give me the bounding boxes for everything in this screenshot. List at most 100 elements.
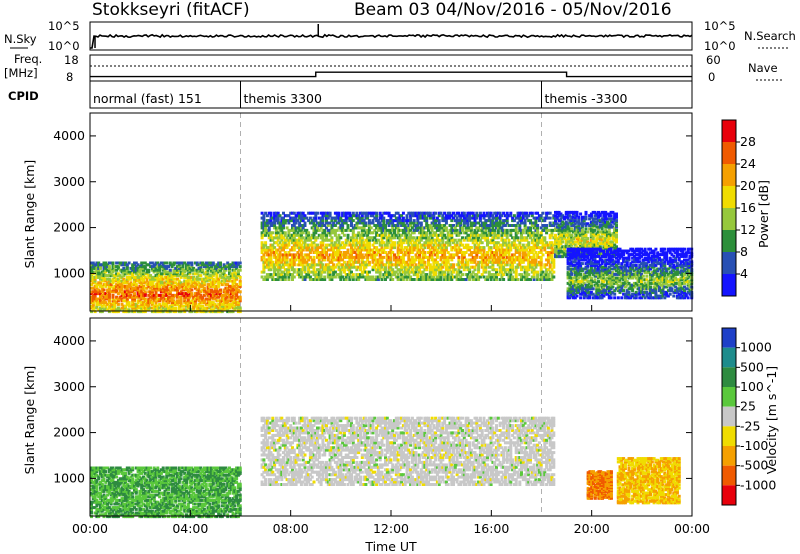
power-cell	[398, 233, 402, 237]
power-cell	[373, 211, 377, 215]
power-cell	[301, 260, 305, 264]
power-cell	[163, 297, 167, 301]
power-cell	[346, 263, 350, 267]
power-cell	[224, 306, 228, 310]
power-cell	[536, 253, 540, 257]
power-cell	[521, 238, 525, 242]
power-cell	[516, 238, 520, 242]
power-cell	[125, 265, 129, 269]
power-cell	[181, 265, 185, 269]
power-cell	[509, 278, 513, 281]
power-cell	[496, 246, 500, 250]
power-cell	[496, 248, 500, 252]
power-cell	[271, 224, 275, 227]
power-cell	[220, 293, 224, 297]
power-cell	[421, 260, 425, 264]
power-cell	[461, 236, 464, 240]
power-cell	[425, 278, 429, 281]
power-cell	[226, 299, 230, 303]
power-cell	[523, 258, 527, 262]
power-cell	[357, 231, 361, 235]
power-cell	[546, 211, 550, 215]
power-cell	[262, 228, 266, 232]
power-cell	[539, 263, 543, 267]
power-cell	[580, 225, 584, 229]
power-cell	[373, 236, 377, 240]
power-cell	[475, 233, 479, 237]
power-cell	[161, 286, 165, 290]
power-cell	[326, 216, 330, 220]
power-cell	[425, 233, 429, 237]
power-cell	[337, 265, 341, 269]
power-cell	[193, 302, 197, 306]
power-cell	[190, 310, 194, 314]
power-cell	[427, 246, 430, 250]
power-cell	[423, 275, 427, 279]
power-cell	[409, 278, 413, 281]
power-cell	[572, 215, 575, 219]
power-cell	[452, 238, 455, 242]
power-cell	[557, 242, 561, 245]
power-cell	[588, 217, 592, 221]
power-cell	[305, 231, 309, 235]
power-cell	[405, 251, 409, 254]
power-cell	[401, 258, 405, 262]
power-cell	[125, 263, 129, 267]
power-cell	[563, 246, 566, 250]
power-cell	[550, 255, 554, 259]
power-cell	[437, 275, 441, 279]
power-cell	[570, 233, 574, 237]
power-cell	[457, 248, 461, 252]
power-cell	[222, 301, 226, 305]
power-cell	[543, 248, 547, 252]
power-cell	[554, 250, 557, 254]
power-cell	[154, 268, 158, 272]
power-cell	[113, 288, 117, 292]
power-cell	[213, 288, 217, 292]
power-cell	[384, 270, 387, 274]
power-cell	[539, 255, 543, 259]
power-cell	[265, 251, 269, 254]
power-cell	[502, 241, 506, 245]
power-cell	[489, 231, 493, 235]
power-cell	[410, 258, 414, 262]
power-cell	[577, 238, 581, 242]
power-cell	[375, 238, 379, 242]
power-cell	[307, 233, 311, 237]
power-cell	[127, 302, 131, 306]
power-cell	[461, 260, 464, 264]
freq-tick-low: 8	[66, 70, 73, 84]
power-cell	[495, 260, 498, 264]
power-cell	[580, 230, 584, 234]
power-cell	[405, 260, 409, 264]
power-cell	[339, 243, 343, 247]
power-cell	[387, 270, 391, 274]
power-cell	[486, 241, 489, 245]
power-cell	[292, 260, 296, 264]
power-cell	[534, 260, 538, 264]
power-cell	[140, 265, 144, 269]
power-cell	[185, 302, 188, 306]
power-cell	[409, 233, 413, 237]
power-cell	[142, 288, 145, 292]
power-cell	[534, 263, 538, 267]
power-cell	[274, 226, 278, 230]
power-cell	[428, 243, 432, 247]
power-cell	[525, 231, 529, 235]
power-cell	[591, 217, 595, 221]
power-cell	[468, 226, 472, 230]
power-cell	[434, 238, 438, 242]
power-cell	[443, 236, 447, 240]
power-cell	[138, 299, 142, 303]
power-cell	[91, 306, 95, 310]
power-cell	[177, 295, 181, 299]
power-cell	[283, 255, 287, 259]
power-cell	[455, 248, 459, 252]
power-cell	[493, 221, 497, 225]
power-cell	[466, 211, 470, 215]
power-cell	[536, 231, 540, 235]
power-cell	[312, 258, 316, 262]
power-cell	[333, 258, 337, 262]
power-cell	[355, 241, 359, 245]
power-cell	[269, 268, 273, 272]
